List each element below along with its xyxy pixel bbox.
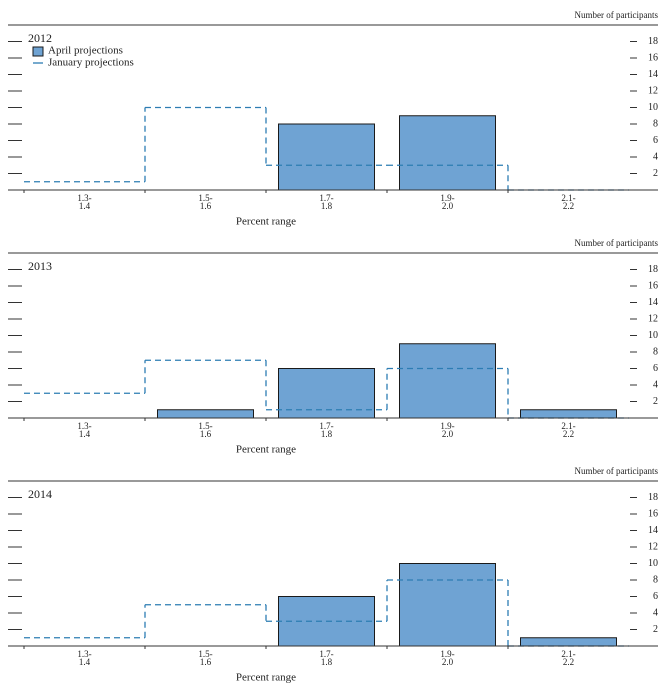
y-tick-label: 14 bbox=[648, 297, 658, 308]
x-tick-label: 2.1-2.2 bbox=[561, 193, 576, 211]
x-axis-label: Percent range bbox=[236, 216, 296, 228]
x-tick-label: 1.9-2.0 bbox=[440, 193, 455, 211]
bar bbox=[278, 368, 375, 419]
y-tick-label: 12 bbox=[648, 85, 658, 96]
bar bbox=[399, 115, 496, 191]
panel-title: 2012 bbox=[28, 31, 52, 45]
y-tick-label: 18 bbox=[648, 36, 658, 47]
y-tick-label: 10 bbox=[648, 102, 658, 113]
y-tick-label: 18 bbox=[648, 264, 658, 275]
x-tick-label: 1.9-2.0 bbox=[440, 649, 455, 667]
y-tick-label: 16 bbox=[648, 280, 658, 291]
bar bbox=[520, 637, 617, 647]
y-tick-label: 14 bbox=[648, 69, 658, 80]
x-axis-label: Percent range bbox=[236, 672, 296, 684]
bar bbox=[399, 343, 496, 419]
bar bbox=[157, 409, 254, 419]
legend-label: April projections bbox=[48, 45, 123, 57]
y-tick-label: 2 bbox=[653, 396, 658, 407]
y-axis-label: Number of participants bbox=[575, 10, 659, 20]
x-tick-label: 1.7-1.8 bbox=[319, 193, 334, 211]
y-tick-label: 4 bbox=[653, 151, 658, 162]
y-axis-label: Number of participants bbox=[575, 238, 659, 248]
y-tick-label: 6 bbox=[653, 591, 658, 602]
y-tick-label: 4 bbox=[653, 379, 658, 390]
x-tick-label: 1.7-1.8 bbox=[319, 649, 334, 667]
y-tick-label: 6 bbox=[653, 363, 658, 374]
y-tick-label: 12 bbox=[648, 541, 658, 552]
legend-swatch bbox=[32, 46, 44, 57]
x-tick-label: 2.1-2.2 bbox=[561, 421, 576, 439]
bar bbox=[278, 123, 375, 191]
panel-title: 2013 bbox=[28, 259, 52, 273]
legend-label: January projections bbox=[48, 57, 134, 69]
y-tick-label: 12 bbox=[648, 313, 658, 324]
x-tick-label: 1.9-2.0 bbox=[440, 421, 455, 439]
y-tick-label: 8 bbox=[653, 118, 658, 129]
y-tick-label: 16 bbox=[648, 508, 658, 519]
y-tick-label: 16 bbox=[648, 52, 658, 63]
x-tick-label: 1.5-1.6 bbox=[198, 649, 213, 667]
x-tick-label: 1.5-1.6 bbox=[198, 421, 213, 439]
y-axis-label: Number of participants bbox=[575, 466, 659, 476]
y-tick-label: 8 bbox=[653, 574, 658, 585]
y-tick-label: 2 bbox=[653, 168, 658, 179]
y-tick-label: 14 bbox=[648, 525, 658, 536]
bar bbox=[520, 409, 617, 419]
y-tick-label: 18 bbox=[648, 492, 658, 503]
y-tick-label: 8 bbox=[653, 346, 658, 357]
x-tick-label: 1.5-1.6 bbox=[198, 193, 213, 211]
x-tick-label: 1.3-1.4 bbox=[77, 649, 92, 667]
y-tick-label: 10 bbox=[648, 558, 658, 569]
y-tick-label: 2 bbox=[653, 624, 658, 635]
bar bbox=[399, 563, 496, 647]
y-tick-label: 6 bbox=[653, 135, 658, 146]
x-tick-label: 2.1-2.2 bbox=[561, 649, 576, 667]
x-axis-label: Percent range bbox=[236, 444, 296, 456]
y-tick-label: 4 bbox=[653, 607, 658, 618]
x-tick-label: 1.3-1.4 bbox=[77, 421, 92, 439]
x-tick-label: 1.7-1.8 bbox=[319, 421, 334, 439]
y-tick-label: 10 bbox=[648, 330, 658, 341]
x-tick-label: 1.3-1.4 bbox=[77, 193, 92, 211]
panel-title: 2014 bbox=[28, 487, 52, 501]
